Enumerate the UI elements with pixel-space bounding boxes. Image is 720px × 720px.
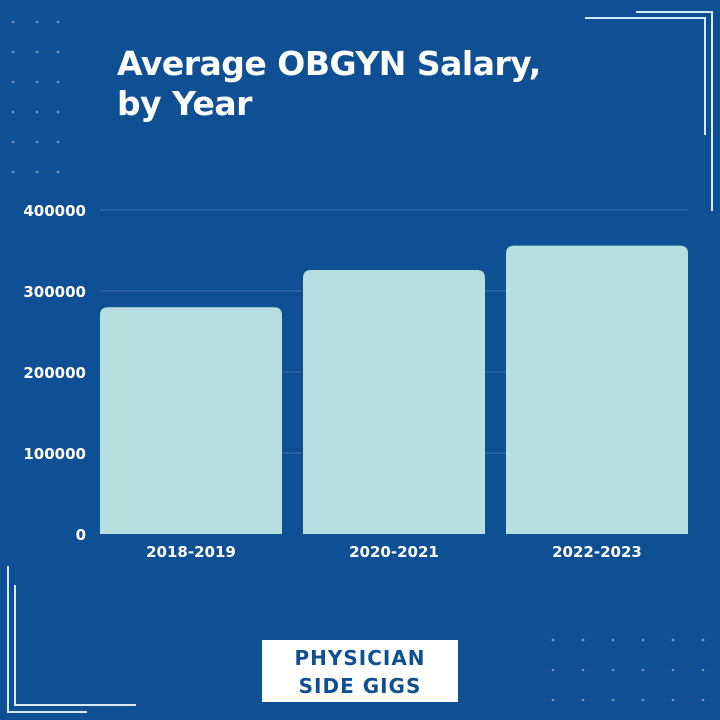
physician-side-gigs-logo: PHYSICIAN SIDE GIGS [262, 640, 458, 702]
decorative-dot [11, 80, 15, 84]
decorative-dot [641, 638, 645, 642]
corner-decoration-top-right-v2 [711, 11, 713, 211]
decorative-dot [35, 50, 39, 54]
decorative-dot [35, 20, 39, 24]
decorative-dot [11, 50, 15, 54]
decorative-dot [551, 698, 555, 702]
y-tick-label: 0 [76, 526, 86, 544]
decorative-dot [56, 20, 60, 24]
decorative-dot [56, 80, 60, 84]
chart-title: Average OBGYN Salary, by Year [117, 44, 541, 124]
corner-decoration-top-right-h1 [585, 17, 706, 19]
x-tick-label: 2022-2023 [552, 543, 642, 561]
decorative-dot [581, 698, 585, 702]
chart-title-line-1: Average OBGYN Salary, [117, 44, 541, 83]
decorative-dot [641, 668, 645, 672]
decorative-dot [641, 698, 645, 702]
decorative-dot [701, 698, 705, 702]
x-tick-label: 2018-2019 [146, 543, 236, 561]
decorative-dot [611, 698, 615, 702]
chart-title-line-2: by Year [117, 84, 252, 123]
logo-line-2: SIDE GIGS [298, 674, 422, 698]
bar-2022-2023 [506, 245, 688, 534]
decorative-dot [35, 140, 39, 144]
corner-decoration-top-right-h2 [636, 11, 713, 13]
decorative-dot [11, 140, 15, 144]
bar-2018-2019 [100, 307, 282, 534]
y-tick-label: 200000 [23, 364, 86, 382]
decorative-dot [35, 170, 39, 174]
decorative-dot [581, 668, 585, 672]
decorative-dot [701, 638, 705, 642]
corner-decoration-top-right-v1 [704, 17, 706, 135]
decorative-dot [671, 638, 675, 642]
corner-decoration-bottom-left-v1 [14, 585, 16, 706]
decorative-dot [35, 110, 39, 114]
decorative-dot [701, 668, 705, 672]
bar-2020-2021 [303, 269, 485, 534]
decorative-dot [56, 170, 60, 174]
decorative-dot [11, 20, 15, 24]
decorative-dot [11, 170, 15, 174]
decorative-dot [551, 668, 555, 672]
decorative-dot [551, 638, 555, 642]
decorative-dot [56, 50, 60, 54]
decorative-dot [611, 668, 615, 672]
decorative-dot [611, 638, 615, 642]
corner-decoration-bottom-left-h2 [7, 711, 87, 713]
y-tick-label: 300000 [23, 283, 86, 301]
y-tick-label: 400000 [23, 202, 86, 220]
decorative-dot [56, 110, 60, 114]
corner-decoration-bottom-left-h1 [14, 704, 136, 706]
decorative-dot [671, 698, 675, 702]
x-tick-label: 2020-2021 [349, 543, 439, 561]
decorative-dot [581, 638, 585, 642]
corner-decoration-bottom-left-v2 [7, 566, 9, 713]
decorative-dot [11, 110, 15, 114]
logo-line-1: PHYSICIAN [294, 646, 426, 670]
decorative-dot [35, 80, 39, 84]
decorative-dot [671, 668, 675, 672]
y-tick-label: 100000 [23, 445, 86, 463]
decorative-dot [56, 140, 60, 144]
